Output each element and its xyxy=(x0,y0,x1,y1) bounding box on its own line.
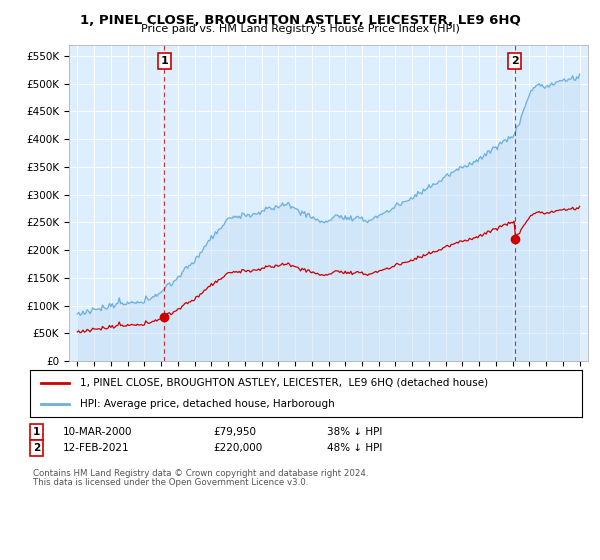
Text: 2: 2 xyxy=(511,56,518,66)
Text: Price paid vs. HM Land Registry's House Price Index (HPI): Price paid vs. HM Land Registry's House … xyxy=(140,24,460,34)
Text: £79,950: £79,950 xyxy=(213,427,256,437)
Text: 38% ↓ HPI: 38% ↓ HPI xyxy=(327,427,382,437)
Text: 10-MAR-2000: 10-MAR-2000 xyxy=(63,427,133,437)
Text: 1: 1 xyxy=(160,56,168,66)
Text: 48% ↓ HPI: 48% ↓ HPI xyxy=(327,443,382,453)
Text: £220,000: £220,000 xyxy=(213,443,262,453)
Text: 1: 1 xyxy=(33,427,40,437)
Text: Contains HM Land Registry data © Crown copyright and database right 2024.: Contains HM Land Registry data © Crown c… xyxy=(33,469,368,478)
Text: 12-FEB-2021: 12-FEB-2021 xyxy=(63,443,130,453)
Text: HPI: Average price, detached house, Harborough: HPI: Average price, detached house, Harb… xyxy=(80,399,334,409)
Text: 1, PINEL CLOSE, BROUGHTON ASTLEY, LEICESTER,  LE9 6HQ (detached house): 1, PINEL CLOSE, BROUGHTON ASTLEY, LEICES… xyxy=(80,378,488,388)
Text: This data is licensed under the Open Government Licence v3.0.: This data is licensed under the Open Gov… xyxy=(33,478,308,487)
Text: 1, PINEL CLOSE, BROUGHTON ASTLEY, LEICESTER, LE9 6HQ: 1, PINEL CLOSE, BROUGHTON ASTLEY, LEICES… xyxy=(80,14,520,27)
Text: 2: 2 xyxy=(33,443,40,453)
